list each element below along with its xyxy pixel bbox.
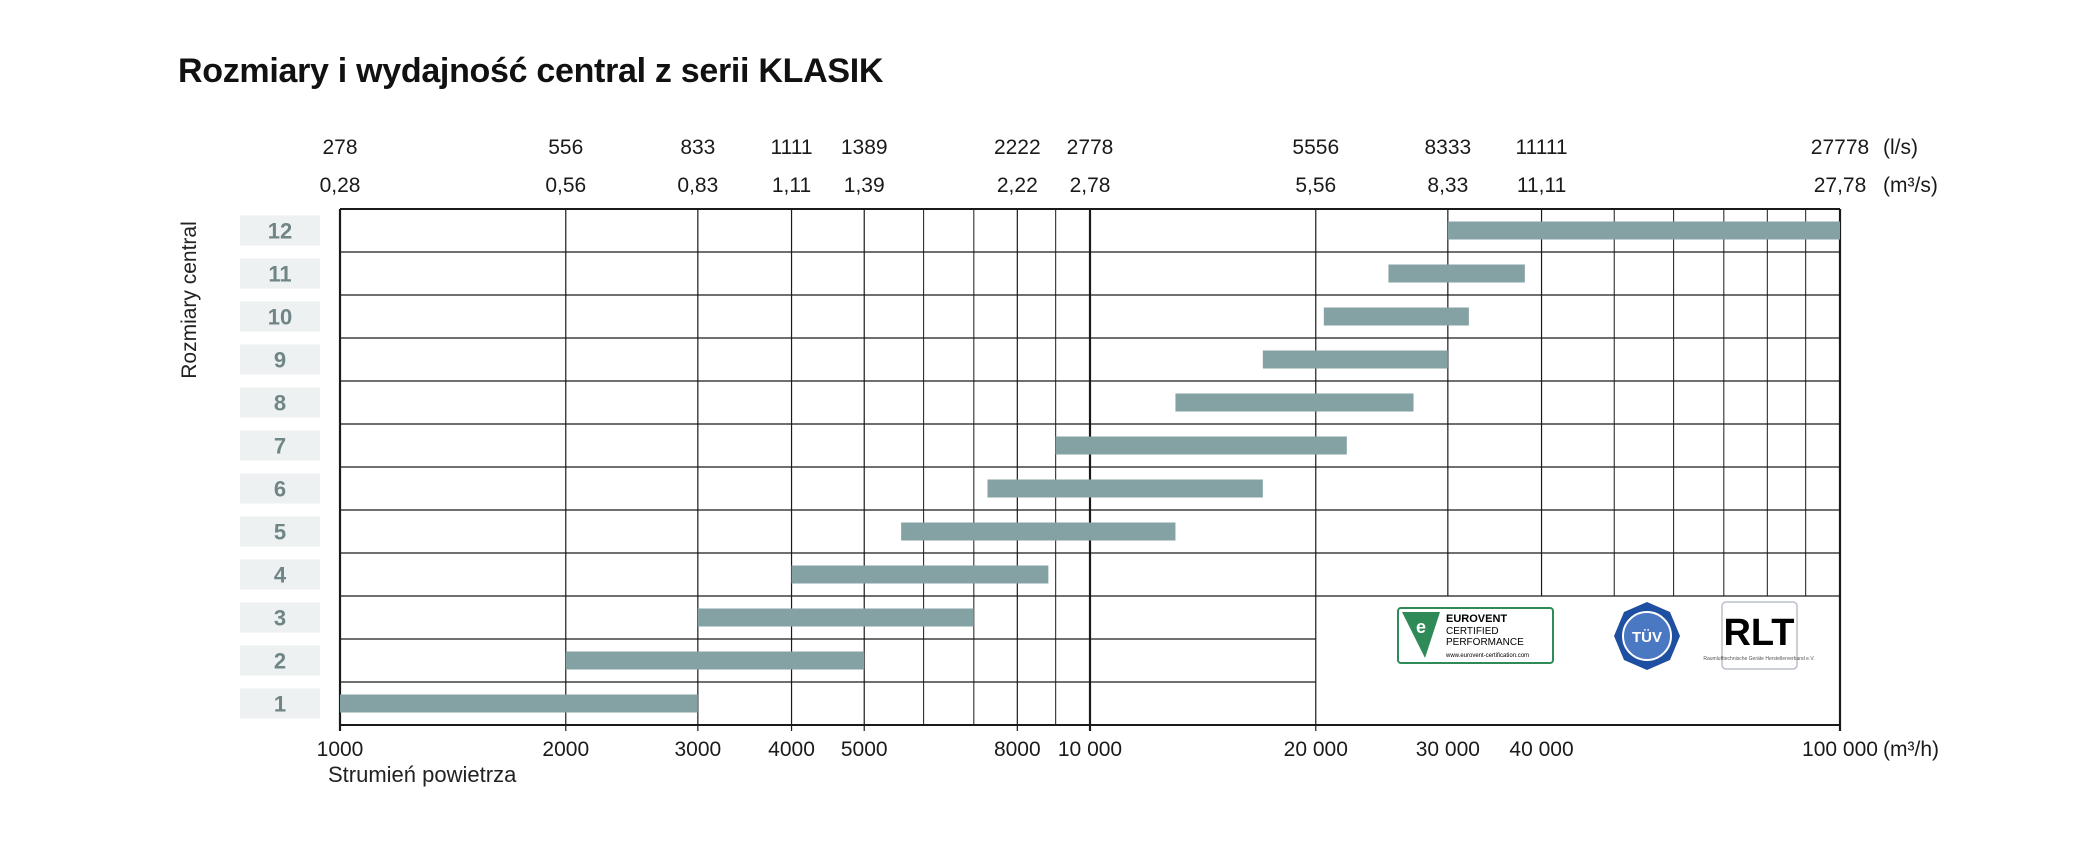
- range-bar-size-5: [901, 522, 1176, 541]
- top-tick-label-ls: 1389: [841, 136, 888, 159]
- size-label-bg: [240, 215, 320, 246]
- eurovent-line1: EUROVENT: [1446, 613, 1507, 625]
- size-label-3: 3: [274, 606, 286, 631]
- top-tick-label-ls: 278: [322, 136, 357, 159]
- eurovent-logo: e EUROVENT CERTIFIED PERFORMANCE www.eur…: [1397, 607, 1554, 664]
- top-tick-label-ls: 1111: [771, 136, 813, 159]
- range-bar-size-9: [1262, 350, 1448, 369]
- size-label-bg: [240, 559, 320, 590]
- range-bar-size-10: [1323, 307, 1469, 326]
- top-tick-label-ls: 833: [680, 136, 715, 159]
- top-tick-label-m3s: 11,11: [1517, 174, 1566, 197]
- x-tick-label: 2000: [542, 738, 589, 761]
- size-label-11: 11: [268, 262, 291, 287]
- top-tick-label-m3s: 27,78: [1814, 174, 1867, 197]
- eurovent-url: www.eurovent-certification.com: [1445, 653, 1529, 659]
- size-label-1: 1: [274, 692, 286, 717]
- size-label-bg: [240, 688, 320, 719]
- top-tick-label-ls: 8333: [1424, 136, 1471, 159]
- top-tick-label-ls: 11111: [1515, 136, 1567, 159]
- top-tick-label-ls: 5556: [1292, 136, 1339, 159]
- top-unit-ls: (l/s): [1883, 136, 1918, 159]
- top-tick-label-m3s: 0,28: [320, 174, 361, 197]
- top-unit-m3s: (m³/s): [1883, 174, 1938, 197]
- size-label-bg: [240, 344, 320, 375]
- top-tick-label-ls: 556: [548, 136, 583, 159]
- size-label-bg: [240, 387, 320, 418]
- size-label-4: 4: [274, 563, 287, 588]
- top-tick-label-m3s: 0,56: [545, 174, 586, 197]
- top-tick-label-ls: 27778: [1811, 136, 1869, 159]
- size-labels: 12 11 10 9 8 7 6 5 4 3 2 1: [240, 215, 320, 719]
- size-label-8: 8: [274, 391, 286, 416]
- top-tick-label-m3s: 2,22: [997, 174, 1038, 197]
- top-tick-label-m3s: 2,78: [1070, 174, 1111, 197]
- range-bar-size-12: [1447, 221, 1840, 240]
- top-tick-label-m3s: 8,33: [1427, 174, 1468, 197]
- x-tick-label: 30 000: [1416, 738, 1480, 761]
- size-label-7: 7: [274, 434, 286, 459]
- size-label-bg: [240, 473, 320, 504]
- top-tick-label-m3s: 5,56: [1295, 174, 1336, 197]
- size-label-bg: [240, 430, 320, 461]
- size-label-bg: [240, 301, 320, 332]
- range-bar-size-6: [987, 479, 1263, 498]
- size-label-bg: [240, 516, 320, 547]
- eurovent-line3: PERFORMANCE: [1446, 637, 1524, 648]
- x-tick-label: 1000: [317, 738, 364, 761]
- top-tick-label-m3s: 1,11: [772, 174, 811, 197]
- x-tick-label: 4000: [768, 738, 815, 761]
- top-tick-label-m3s: 0,83: [677, 174, 718, 197]
- x-tick-label: 40 000: [1509, 738, 1573, 761]
- size-label-6: 6: [274, 477, 286, 502]
- range-bar-size-2: [565, 651, 865, 670]
- range-bar-size-4: [791, 565, 1049, 584]
- x-unit-label: (m³/h): [1883, 738, 1939, 761]
- range-bar-size-11: [1388, 264, 1525, 283]
- tuv-text: TÜV: [1632, 629, 1662, 646]
- x-tick-label: 5000: [841, 738, 888, 761]
- x-tick-label: 10 000: [1058, 738, 1122, 761]
- rlt-text: RLT: [1723, 612, 1794, 654]
- top-tick-label-ls: 2778: [1067, 136, 1114, 159]
- x-tick-label: 20 000: [1284, 738, 1348, 761]
- size-label-bg: [240, 602, 320, 633]
- size-label-5: 5: [274, 520, 286, 545]
- tick-labels: 1000 2000 3000 4000 5000 8000 10 000 20 000 30 0…: [317, 136, 1939, 761]
- top-tick-label-ls: 2222: [994, 136, 1041, 159]
- rlt-subtext: Raumlufttechnische Geräte Herstellerverb…: [1703, 656, 1814, 662]
- eurovent-line2: CERTIFIED: [1446, 626, 1499, 637]
- x-axis-label: Strumień powietrza: [328, 762, 517, 787]
- size-label-10: 10: [268, 305, 292, 330]
- range-bar-size-3: [697, 608, 974, 627]
- eurovent-mark-icon: [1402, 612, 1440, 658]
- grid-lines: [338, 208, 1842, 731]
- chart-title: Rozmiary i wydajność central z serii KLA…: [178, 52, 884, 90]
- x-tick-label: 100 000: [1802, 738, 1878, 761]
- range-bars: [340, 221, 1840, 713]
- x-tick-label: 8000: [994, 738, 1041, 761]
- x-tick-label: 3000: [674, 738, 721, 761]
- certification-logos: e EUROVENT CERTIFIED PERFORMANCE www.eur…: [1397, 601, 1815, 670]
- size-label-bg: [240, 258, 320, 289]
- range-bar-size-7: [1055, 436, 1347, 455]
- size-label-2: 2: [274, 649, 286, 674]
- range-bar-size-8: [1175, 393, 1414, 412]
- size-label-9: 9: [274, 348, 286, 373]
- size-label-bg: [240, 645, 320, 676]
- top-tick-label-m3s: 1,39: [844, 174, 885, 197]
- size-label-12: 12: [268, 219, 292, 244]
- rlt-logo: RLT Raumlufttechnische Geräte Hersteller…: [1703, 601, 1815, 670]
- tuv-logo: TÜV: [1614, 602, 1680, 670]
- svg-text:e: e: [1416, 617, 1426, 637]
- range-bar-size-1: [340, 694, 698, 713]
